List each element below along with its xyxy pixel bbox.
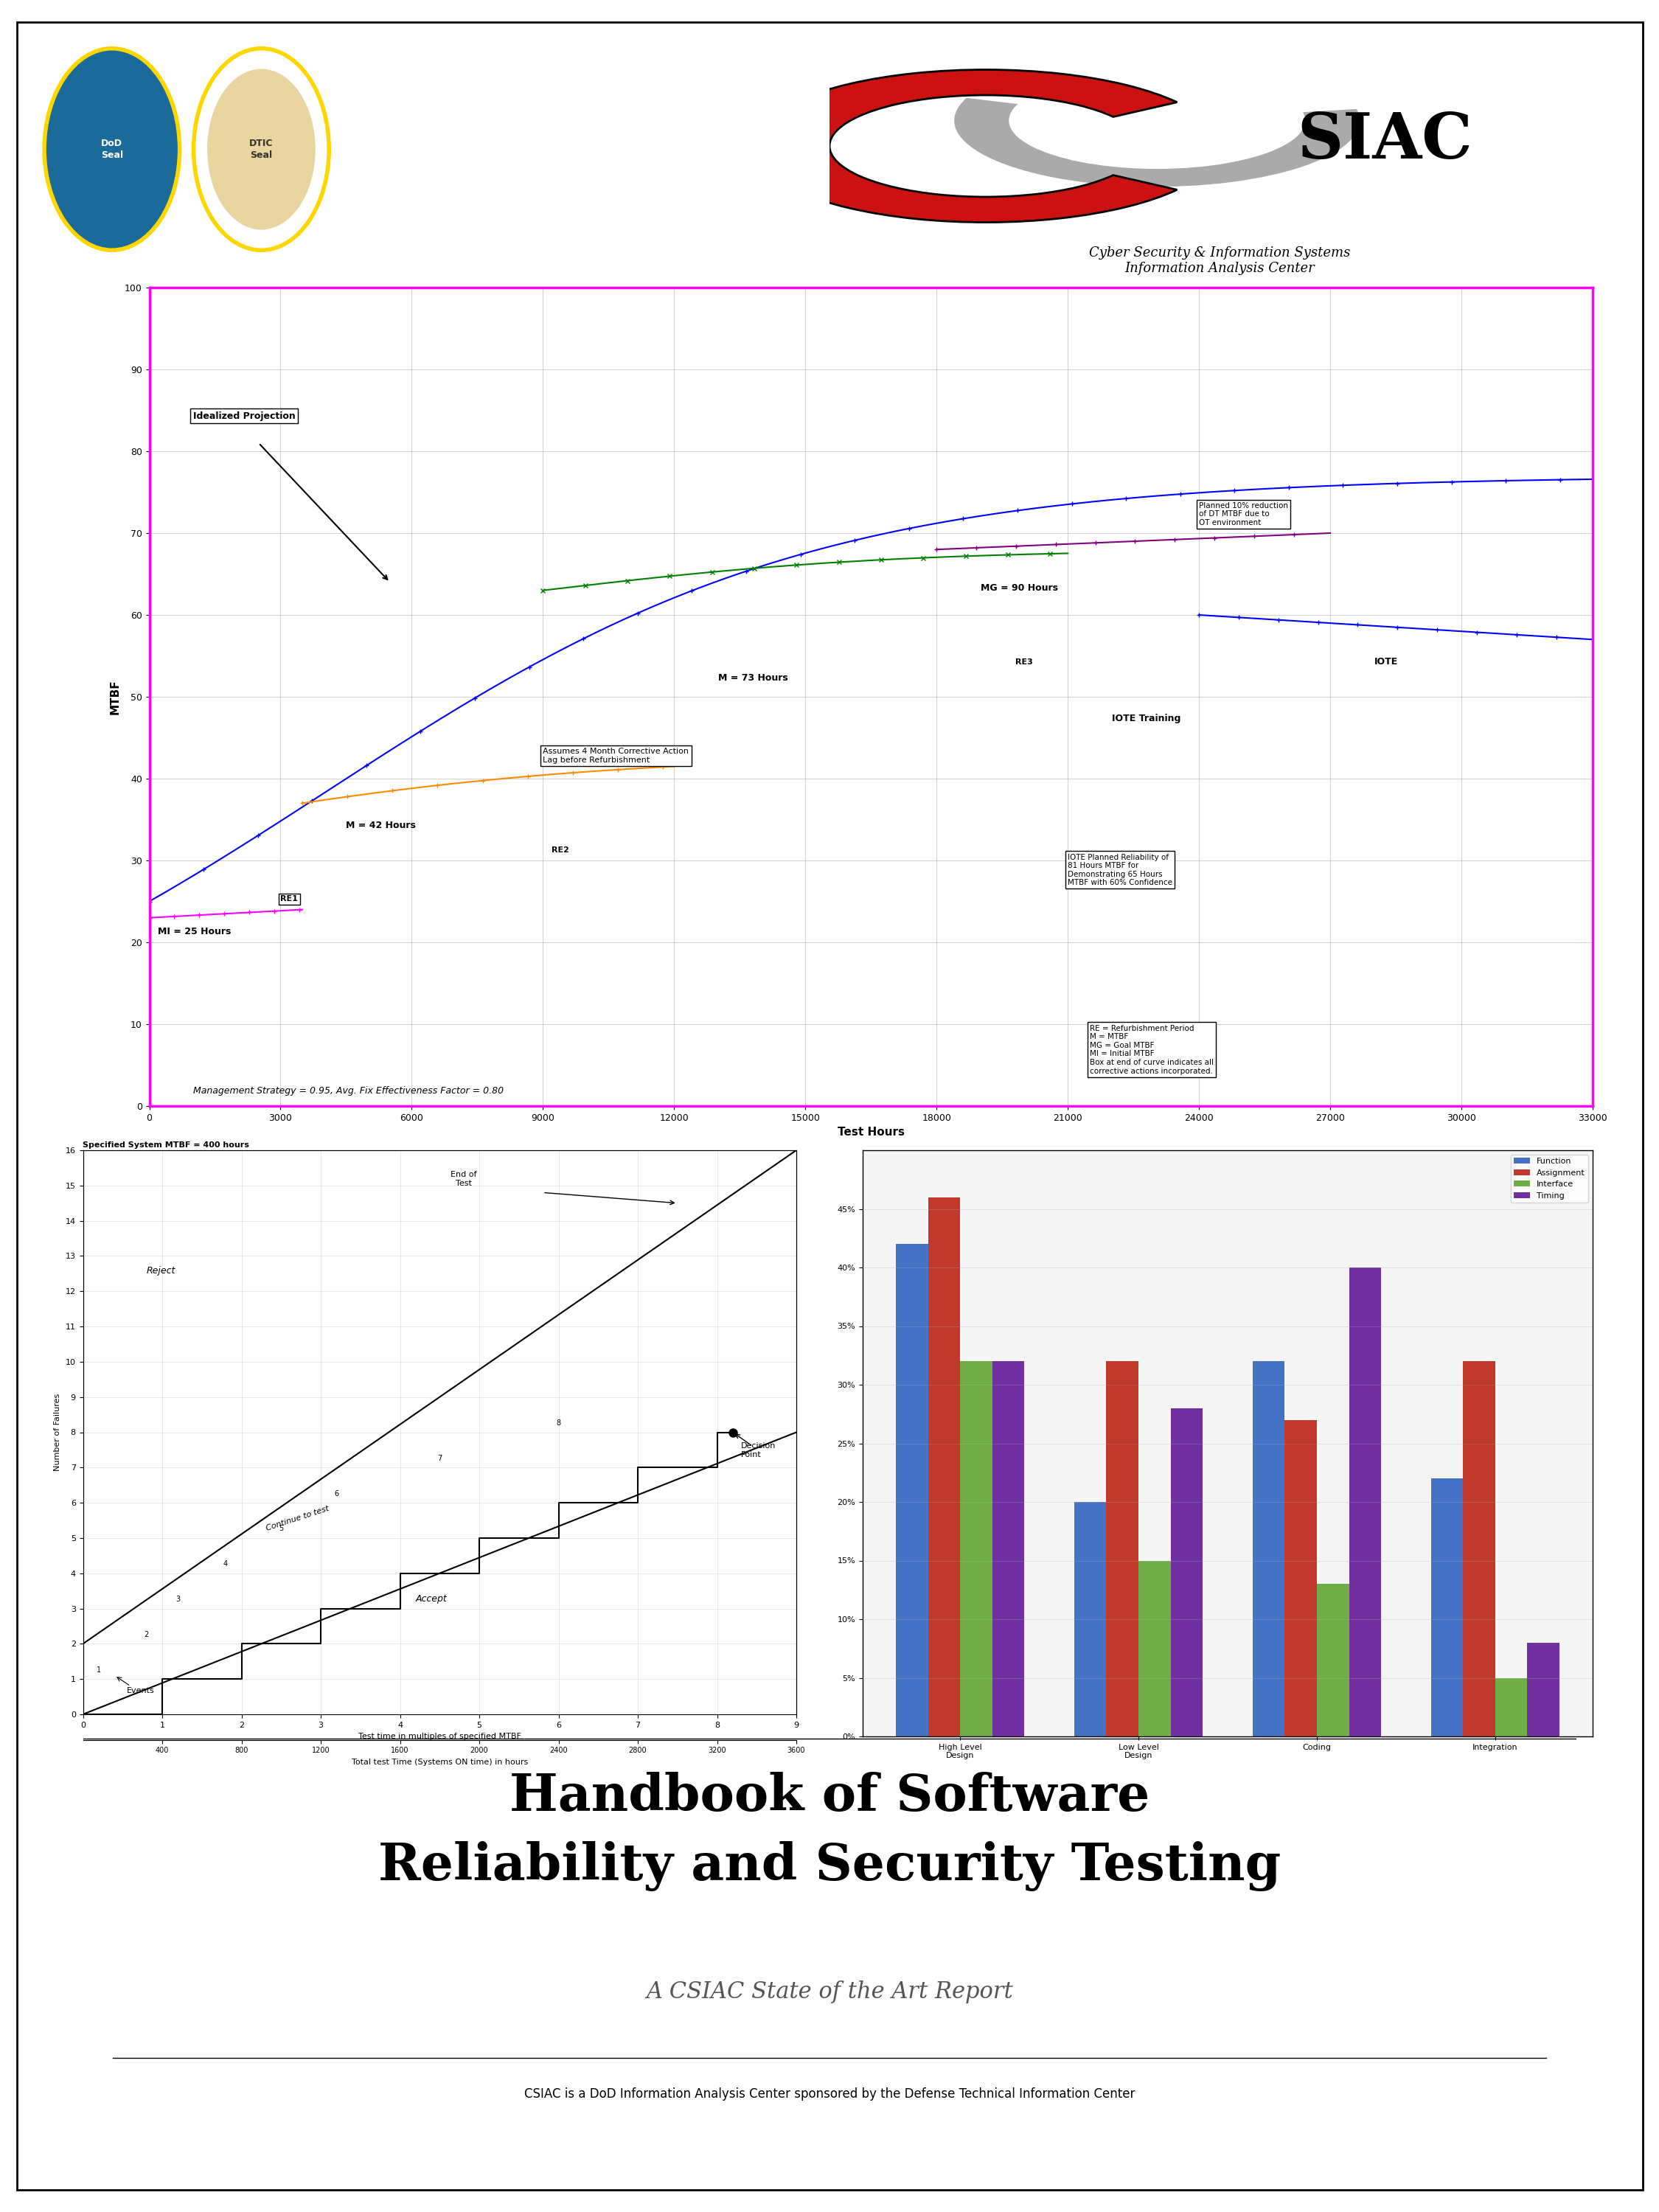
Text: IOTE Training: IOTE Training (1112, 714, 1181, 723)
Text: End of
Test: End of Test (450, 1170, 476, 1188)
Text: Reject: Reject (146, 1265, 176, 1276)
X-axis label: Test Hours: Test Hours (838, 1126, 904, 1137)
Bar (1075, 1502, 1107, 1736)
Text: 3: 3 (176, 1595, 181, 1604)
Text: Events: Events (126, 1688, 154, 1694)
Bar (1317, 1584, 1349, 1736)
Text: Idealized Projection: Idealized Projection (192, 411, 295, 420)
Bar (1432, 1478, 1463, 1736)
Circle shape (194, 49, 328, 250)
Text: MG = 90 Hours: MG = 90 Hours (980, 584, 1058, 593)
Text: 1: 1 (96, 1666, 101, 1674)
Text: DoD
Seal: DoD Seal (101, 139, 123, 159)
Text: Continue to test: Continue to test (265, 1504, 330, 1533)
Bar (1463, 1360, 1495, 1736)
Text: RE = Refurbishment Period
M = MTBF
MG = Goal MTBF
MI = Initial MTBF
Box at end o: RE = Refurbishment Period M = MTBF MG = … (1090, 1024, 1213, 1075)
Text: Decision
Point: Decision Point (742, 1442, 776, 1458)
Text: 4: 4 (224, 1559, 227, 1568)
Circle shape (207, 69, 315, 230)
Text: 8: 8 (556, 1420, 561, 1427)
Bar (1107, 1360, 1138, 1736)
Bar (1495, 1677, 1528, 1736)
Text: RE1: RE1 (280, 896, 299, 902)
Text: 7: 7 (438, 1455, 441, 1462)
Bar (992, 1360, 1024, 1736)
Text: Management Strategy = 0.95, Avg. Fix Effectiveness Factor = 0.80: Management Strategy = 0.95, Avg. Fix Eff… (192, 1086, 504, 1095)
Bar (1171, 1409, 1203, 1736)
Text: Handbook of Software
Reliability and Security Testing: Handbook of Software Reliability and Sec… (378, 1772, 1281, 1891)
Text: DTIC
Seal: DTIC Seal (249, 139, 274, 159)
Text: 2: 2 (144, 1630, 149, 1639)
Wedge shape (752, 71, 1178, 221)
Y-axis label: Number of Failures: Number of Failures (53, 1394, 61, 1471)
Text: M = 73 Hours: M = 73 Hours (718, 672, 788, 684)
Text: 6: 6 (335, 1491, 338, 1498)
Text: Assumes 4 Month Corrective Action
Lag before Refurbishment: Assumes 4 Month Corrective Action Lag be… (542, 748, 688, 763)
X-axis label: Test time in multiples of specified MTBF: Test time in multiples of specified MTBF (358, 1732, 521, 1741)
Text: Accept: Accept (416, 1595, 448, 1604)
Bar (1284, 1420, 1317, 1736)
Text: IOTE Planned Reliability of
81 Hours MTBF for
Demonstrating 65 Hours
MTBF with 6: IOTE Planned Reliability of 81 Hours MTB… (1068, 854, 1173, 887)
Text: RE2: RE2 (552, 847, 569, 854)
Wedge shape (954, 97, 1360, 186)
Text: 5: 5 (279, 1524, 284, 1533)
Text: Planned 10% reduction
of DT MTBF due to
OT environment: Planned 10% reduction of DT MTBF due to … (1199, 502, 1289, 526)
Bar (896, 1243, 927, 1736)
Text: M = 42 Hours: M = 42 Hours (347, 821, 416, 830)
Text: A CSIAC State of the Art Report: A CSIAC State of the Art Report (645, 1980, 1014, 2004)
Bar (1253, 1360, 1284, 1736)
Bar (961, 1360, 992, 1736)
Text: Cyber Security & Information Systems
Information Analysis Center: Cyber Security & Information Systems Inf… (1088, 246, 1350, 274)
Bar (1349, 1267, 1380, 1736)
Text: CSIAC is a DoD Information Analysis Center sponsored by the Defense Technical In: CSIAC is a DoD Information Analysis Cent… (524, 2088, 1135, 2101)
Bar (1528, 1644, 1559, 1736)
Bar (1138, 1562, 1171, 1736)
Text: Specified System MTBF = 400 hours: Specified System MTBF = 400 hours (83, 1141, 249, 1148)
Text: IOTE: IOTE (1374, 657, 1399, 666)
Legend: Function, Assignment, Interface, Timing: Function, Assignment, Interface, Timing (1511, 1155, 1589, 1203)
X-axis label: Total test Time (Systems ON time) in hours: Total test Time (Systems ON time) in hou… (352, 1759, 528, 1765)
Y-axis label: MTBF: MTBF (109, 679, 121, 714)
Text: SIAC: SIAC (1297, 111, 1473, 173)
Bar (927, 1197, 961, 1736)
Circle shape (45, 49, 179, 250)
Text: RE3: RE3 (1015, 659, 1034, 666)
Text: MI = 25 Hours: MI = 25 Hours (158, 927, 231, 936)
